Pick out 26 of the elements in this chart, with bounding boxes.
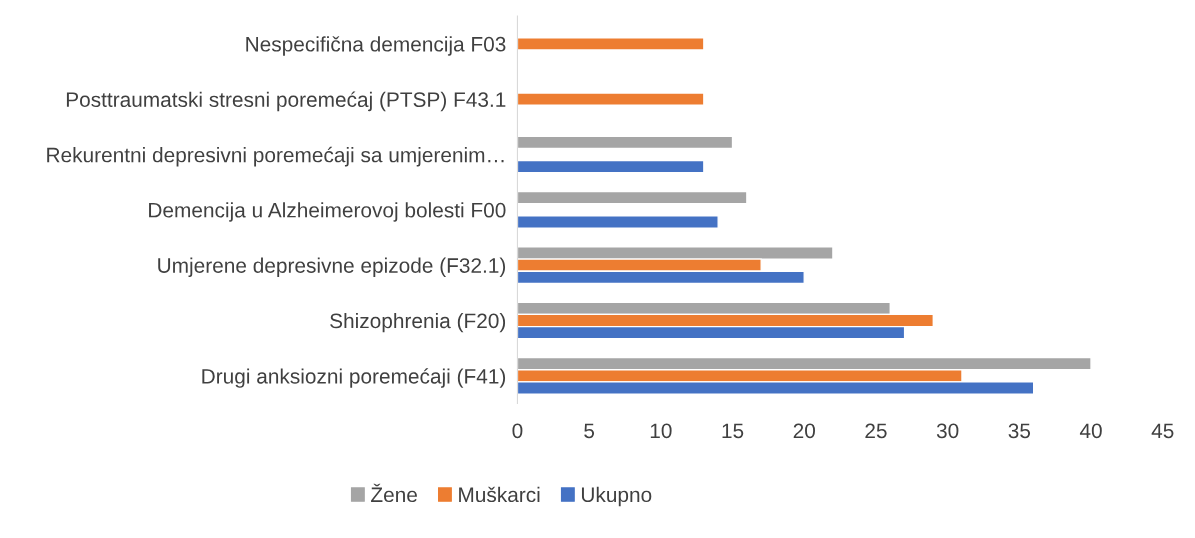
x-tick-label: 15 xyxy=(722,423,744,439)
x-tick-label: 20 xyxy=(793,423,816,439)
y-tick-label: Umjerene depresivne epizode (F32.1) xyxy=(158,257,506,278)
bar xyxy=(517,215,719,229)
x-tick-label: 45 xyxy=(1151,423,1174,439)
x-tick-label: 5 xyxy=(584,423,595,439)
x-tick-label: 30 xyxy=(936,423,959,439)
x-tick-label: 10 xyxy=(650,423,672,439)
y-tick-label: Nespecifična demencija F03 xyxy=(246,36,506,56)
legend-label: Ukupno xyxy=(581,486,652,507)
bar xyxy=(517,190,748,205)
y-tick-label: Rekurentni depresivni poremećaji sa umjerenim… xyxy=(47,146,504,167)
bar xyxy=(517,135,734,150)
legend-label: Muškarci xyxy=(459,486,540,503)
y-tick-label: Demencija u Alzheimerovoj bolesti F00 xyxy=(149,202,506,222)
x-tick-label: 0 xyxy=(512,423,523,439)
y-tick-label: Posttraumatski stresni poremećaj (PTSP) F43.1 xyxy=(66,91,506,112)
x-tick-label: 35 xyxy=(1008,423,1031,439)
bar xyxy=(517,92,705,106)
x-tick-label: 40 xyxy=(1079,423,1102,439)
x-tick-label: 25 xyxy=(865,423,887,439)
bar xyxy=(517,37,705,51)
legend-label: Žene xyxy=(371,483,417,503)
bar xyxy=(517,159,705,174)
y-tick-label: Drugi anksiozni poremećaji (F41) xyxy=(202,368,506,388)
y-tick-label: Shizophrenia (F20) xyxy=(330,312,506,333)
